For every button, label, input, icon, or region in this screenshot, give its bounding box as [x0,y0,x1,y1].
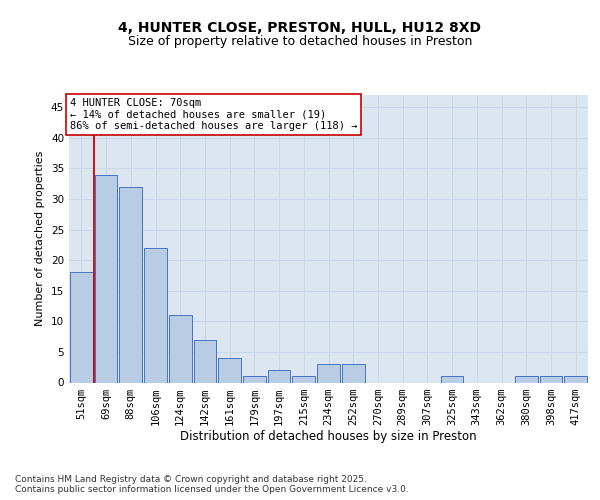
Bar [218,358,241,382]
Bar [243,376,266,382]
Bar [144,248,167,382]
Bar [95,174,118,382]
Text: 4, HUNTER CLOSE, PRESTON, HULL, HU12 8XD: 4, HUNTER CLOSE, PRESTON, HULL, HU12 8XD [119,20,482,34]
Bar [515,376,538,382]
Text: Size of property relative to detached houses in Preston: Size of property relative to detached ho… [128,34,472,48]
Bar [70,272,93,382]
Bar [169,315,191,382]
Bar [292,376,315,382]
Bar [342,364,365,382]
Bar [268,370,290,382]
Bar [564,376,587,382]
Bar [317,364,340,382]
Text: 4 HUNTER CLOSE: 70sqm
← 14% of detached houses are smaller (19)
86% of semi-deta: 4 HUNTER CLOSE: 70sqm ← 14% of detached … [70,98,357,132]
Bar [194,340,216,382]
X-axis label: Distribution of detached houses by size in Preston: Distribution of detached houses by size … [180,430,477,444]
Y-axis label: Number of detached properties: Number of detached properties [35,151,46,326]
Text: Contains HM Land Registry data © Crown copyright and database right 2025.
Contai: Contains HM Land Registry data © Crown c… [15,474,409,494]
Bar [441,376,463,382]
Bar [539,376,562,382]
Bar [119,187,142,382]
